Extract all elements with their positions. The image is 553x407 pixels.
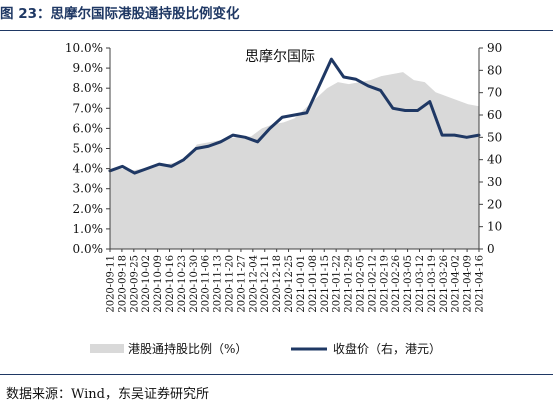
left-tick-label: 8.0% xyxy=(73,81,104,95)
bottom-rule xyxy=(0,374,553,375)
x-tick-label: 2020-12-25 xyxy=(284,255,295,313)
area-layer xyxy=(110,72,479,249)
right-tick-label: 0 xyxy=(487,242,495,256)
legend-area-swatch xyxy=(90,344,124,353)
x-tick-label: 2020-11-13 xyxy=(213,255,224,313)
right-tick-label: 80 xyxy=(487,63,502,77)
x-tick-label: 2020-09-18 xyxy=(117,255,128,313)
left-tick-label: 6.0% xyxy=(73,121,104,135)
right-tick-label: 30 xyxy=(487,175,502,189)
figure-title: 图 23：思摩尔国际港股通持股比例变化 xyxy=(0,6,240,22)
left-tick-label: 5.0% xyxy=(73,142,104,156)
x-tick-label: 2021-01-29 xyxy=(344,255,355,313)
left-tick-label: 3.0% xyxy=(73,182,104,196)
line-layer xyxy=(108,57,481,175)
x-tick-label: 2021-02-19 xyxy=(379,255,390,313)
x-tick-label: 2020-12-18 xyxy=(272,255,283,313)
top-rule xyxy=(0,30,553,31)
x-tick-label: 2021-03-05 xyxy=(403,255,414,313)
x-tick-label: 2021-03-26 xyxy=(439,255,450,313)
axes-layer: 0.0% 1.0% 2.0% 3.0% 4.0% 5.0% 6.0% 7.0% 8.0% 9.0%… xyxy=(65,41,502,256)
right-tick-label: 60 xyxy=(487,108,502,122)
right-tick-label: 70 xyxy=(487,86,502,100)
left-tick-label: 1.0% xyxy=(73,222,104,236)
x-tick-label: 2021-01-15 xyxy=(320,255,331,313)
x-tick-label: 2021-04-16 xyxy=(475,255,486,313)
x-tick-label: 2021-02-12 xyxy=(367,255,378,313)
x-tick-label: 2021-04-02 xyxy=(451,255,462,313)
right-tick-label: 40 xyxy=(487,153,502,167)
left-tick-label: 2.0% xyxy=(73,202,104,216)
legend: 港股通持股比例（%） 收盘价（右，港元） xyxy=(90,341,441,356)
x-tick-label: 2020-11-06 xyxy=(201,255,212,313)
right-tick-label: 50 xyxy=(487,130,502,144)
x-label-layer: 2020-09-11 2020-09-18 2020-09-25 2020-10-02… xyxy=(106,249,486,313)
left-tick-label: 7.0% xyxy=(73,101,104,115)
x-tick-label: 2020-09-11 xyxy=(106,255,117,313)
x-tick-label: 2021-02-26 xyxy=(391,255,402,313)
x-tick-label: 2020-10-16 xyxy=(165,255,176,313)
x-tick-label: 2020-10-09 xyxy=(153,255,164,313)
x-tick-label: 2020-10-30 xyxy=(189,255,200,313)
x-tick-label: 2021-04-09 xyxy=(463,255,474,313)
legend-line-label: 收盘价（右，港元） xyxy=(333,341,441,356)
holding-ratio-area xyxy=(110,72,479,249)
x-tick-label: 2020-11-27 xyxy=(236,255,247,313)
left-tick-label: 4.0% xyxy=(73,162,104,176)
chart-title: 思摩尔国际 xyxy=(245,48,315,65)
x-tick-label: 2020-10-23 xyxy=(177,255,188,313)
x-tick-label: 2021-03-12 xyxy=(415,255,426,313)
left-tick-label: 10.0% xyxy=(65,41,103,55)
close-price-line xyxy=(108,57,481,175)
right-tick-label: 90 xyxy=(487,41,502,55)
chart: 0.0% 1.0% 2.0% 3.0% 4.0% 5.0% 6.0% 7.0% 8.0% 9.0%… xyxy=(65,41,502,356)
x-tick-label: 2020-11-20 xyxy=(225,255,236,313)
x-tick-label: 2021-03-19 xyxy=(427,255,438,313)
left-tick-label: 9.0% xyxy=(73,61,104,75)
x-tick-label: 2021-01-08 xyxy=(308,255,319,313)
source-note: 数据来源：Wind，东吴证券研究所 xyxy=(6,387,209,402)
left-tick-label: 0.0% xyxy=(73,242,104,256)
x-tick-label: 2020-09-25 xyxy=(129,255,140,313)
x-tick-label: 2020-10-02 xyxy=(141,255,152,313)
x-tick-label: 2021-02-05 xyxy=(355,255,366,313)
right-tick-label: 20 xyxy=(487,197,502,211)
x-tick-label: 2020-12-04 xyxy=(248,255,259,313)
x-tick-label: 2020-12-11 xyxy=(260,255,271,313)
x-tick-label: 2021-01-22 xyxy=(332,255,343,313)
right-tick-label: 10 xyxy=(487,220,502,234)
x-tick-label: 2021-01-01 xyxy=(296,255,307,313)
legend-area-label: 港股通持股比例（%） xyxy=(128,341,247,356)
